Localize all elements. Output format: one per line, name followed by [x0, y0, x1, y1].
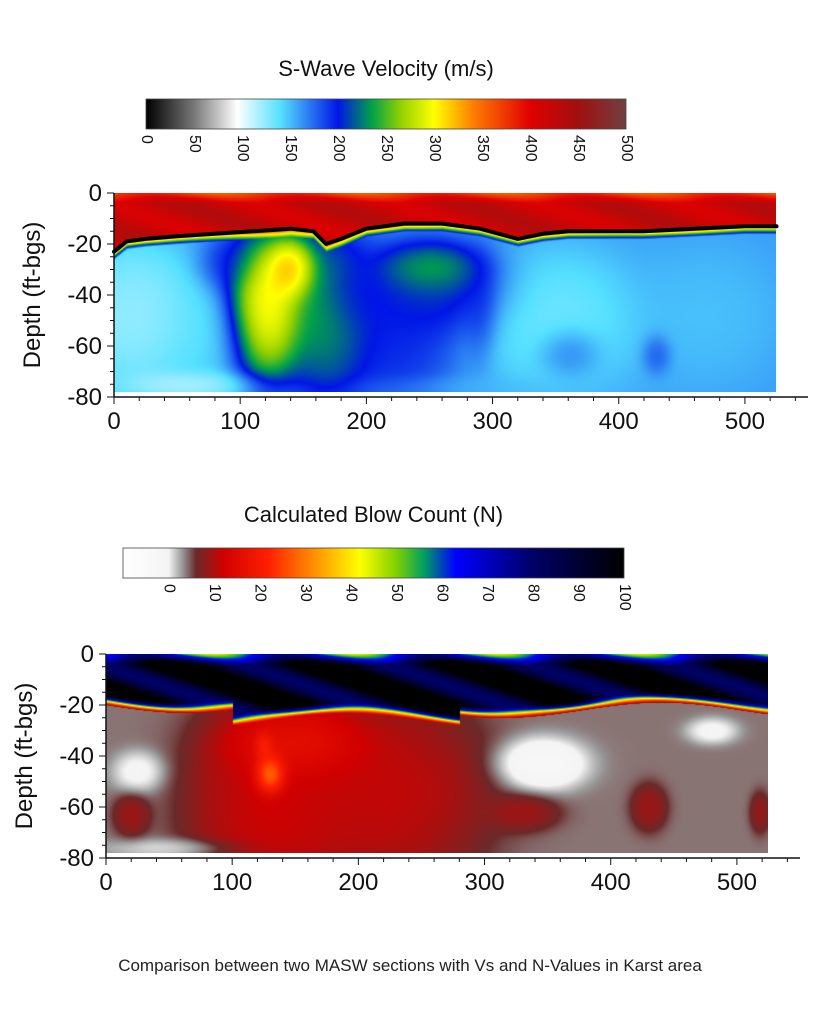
y-tick-label: -20: [59, 692, 94, 719]
colorbar-tick-label: 90: [570, 584, 587, 602]
y-tick-label: -80: [67, 384, 102, 411]
y-tick-label: -40: [67, 282, 102, 309]
y-tick-label: -60: [67, 333, 102, 360]
colorbar-tick-label: 50: [186, 135, 203, 153]
y-axis-label: Depth (ft-bgs): [11, 683, 38, 830]
colorbar-tick-label: 80: [525, 584, 542, 602]
colorbar-tick-label: 300: [426, 135, 443, 162]
colorbar-tick-label: 20: [251, 584, 268, 602]
colorbar-title: S-Wave Velocity (m/s): [278, 56, 494, 81]
colorbar-tick-label: 100: [234, 135, 251, 162]
colorbar-tick-label: 450: [570, 135, 587, 162]
colorbar-tick-label: 0: [138, 135, 155, 144]
layer-boundary-line: [112, 221, 779, 254]
colorbar-tick-label: 70: [479, 584, 496, 602]
colorbar-tick-label: 350: [474, 135, 491, 162]
colorbar-tick-label: 10: [206, 584, 223, 602]
colorbar-tick-label: 150: [282, 135, 299, 162]
chart-panel-2: Calculated Blow Count (N) 0 10 20 30 40 50 60 70…: [11, 502, 800, 896]
y-tick-label: -20: [67, 231, 102, 258]
x-tick-label: 200: [338, 869, 378, 896]
y-tick-label: -40: [59, 743, 94, 770]
colorbar: [122, 547, 625, 579]
chart-panel-1: S-Wave Velocity (m/s) 0 50 100 150 200 250 300 3…: [19, 56, 808, 435]
colorbar-title: Calculated Blow Count (N): [244, 502, 503, 527]
x-tick-label: 100: [212, 869, 252, 896]
heatmap-image: [106, 654, 768, 853]
y-tick-label: 0: [89, 180, 102, 207]
y-tick-label: -80: [59, 845, 94, 872]
colorbar-tick-label: 500: [618, 135, 635, 162]
colorbar-tick-label: 50: [388, 584, 405, 602]
x-tick-label: 300: [473, 408, 513, 435]
colorbar-tick-label: 250: [378, 135, 395, 162]
y-tick-label: 0: [81, 641, 94, 668]
x-tick-label: 100: [220, 408, 260, 435]
y-axis-label: Depth (ft-bgs): [19, 222, 46, 369]
x-tick-label: 400: [591, 869, 631, 896]
colorbar-tick-label: 100: [616, 584, 633, 611]
figure-caption: Comparison between two MASW sections wit…: [118, 956, 702, 975]
heatmap-image: [114, 193, 776, 392]
x-tick-label: 200: [346, 408, 386, 435]
x-tick-label: 0: [99, 869, 112, 896]
colorbar-tick-label: 400: [522, 135, 539, 162]
colorbar-tick-label: 60: [434, 584, 451, 602]
colorbar-tick-label: 0: [160, 584, 177, 593]
x-tick-label: 300: [465, 869, 505, 896]
colorbar-tick-label: 200: [330, 135, 347, 162]
x-tick-label: 500: [725, 408, 765, 435]
x-tick-label: 400: [599, 408, 639, 435]
colorbar-tick-label: 30: [297, 584, 314, 602]
colorbar: [145, 98, 627, 130]
colorbar-tick-label: 40: [342, 584, 359, 602]
x-tick-label: 500: [717, 869, 757, 896]
x-tick-label: 0: [107, 408, 120, 435]
y-tick-label: -60: [59, 794, 94, 821]
